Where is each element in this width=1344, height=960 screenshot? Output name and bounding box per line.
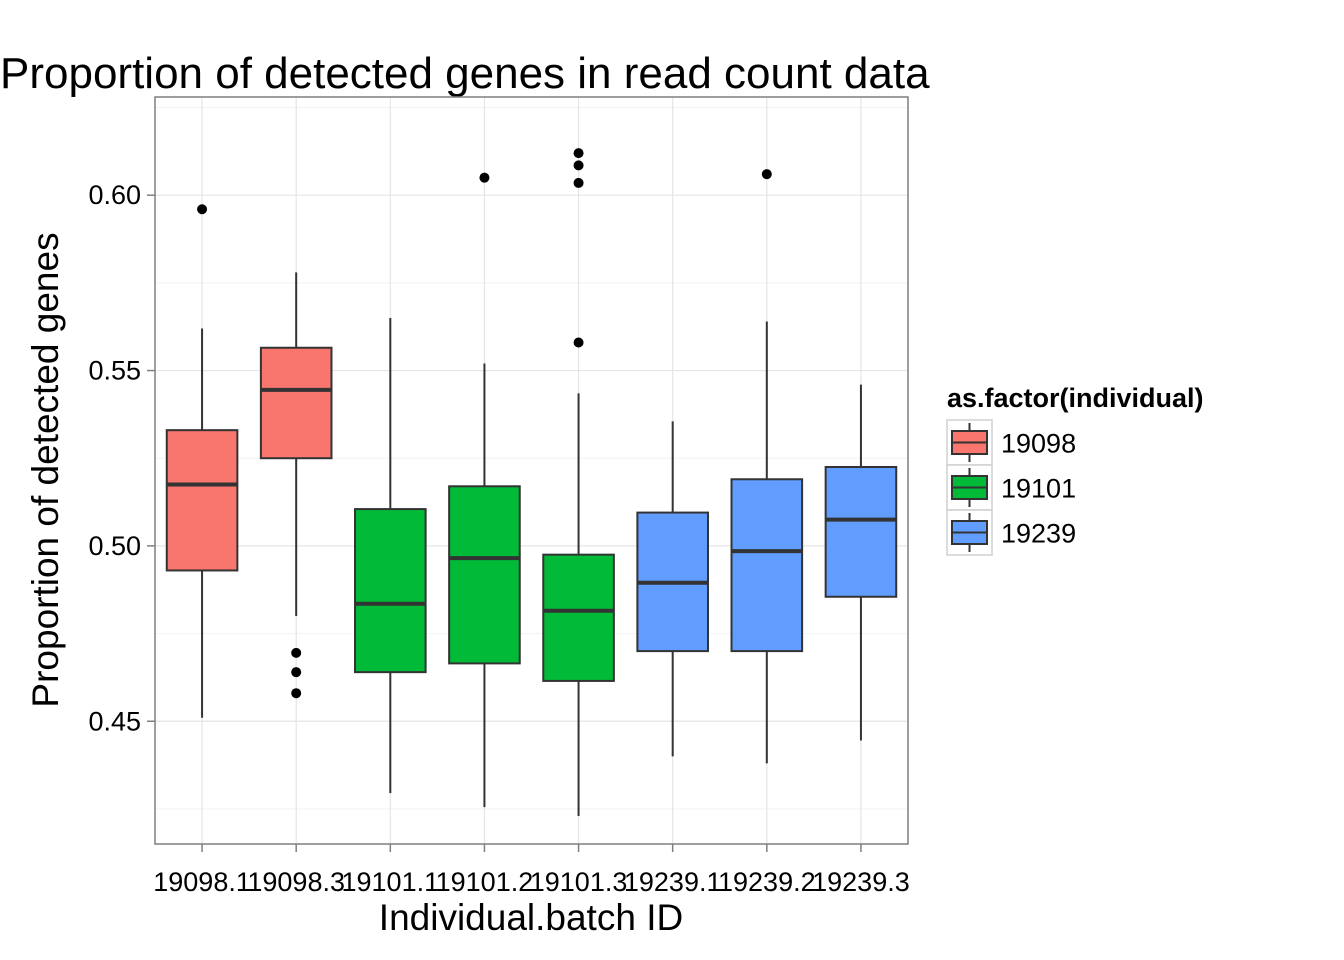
x-axis-title: Individual.batch ID (379, 897, 683, 938)
outlier-point (479, 172, 490, 183)
outlier-point (573, 337, 584, 348)
box-iqr (354, 508, 427, 674)
outlier-point (291, 688, 302, 699)
y-axis-title: Proportion of detected genes (25, 232, 66, 707)
plot-panel (154, 96, 909, 845)
legend-entry-19098: 19098 (946, 419, 1076, 466)
box-19239.2 (730, 169, 804, 764)
plot-border (154, 96, 909, 845)
box-iqr (542, 553, 615, 682)
outlier-point (573, 177, 584, 188)
legend-label: 19101 (1001, 474, 1076, 504)
box-19101.1 (354, 317, 427, 794)
box-19101.3 (542, 148, 615, 816)
box-iqr (824, 465, 898, 598)
y-tick-label: 0.55 (88, 356, 141, 386)
box-19239.3 (824, 384, 898, 741)
x-tick-label: 19101.1 (342, 867, 440, 897)
boxes-layer (165, 148, 898, 816)
outlier-point (573, 160, 584, 171)
legend: as.factor(individual) 19098 19101 19239 (946, 383, 1204, 556)
y-tick-label: 0.60 (88, 180, 141, 210)
x-tick-label: 19101.3 (530, 867, 628, 897)
y-tick-label: 0.50 (88, 531, 141, 561)
outlier-point (761, 169, 772, 180)
outlier-point (197, 204, 208, 215)
box-iqr (448, 485, 521, 665)
outlier-point (573, 148, 584, 159)
box-iqr (165, 429, 239, 572)
x-tick-label: 19101.2 (436, 867, 534, 897)
legend-label: 19239 (1001, 519, 1076, 549)
x-tick-label: 19098.1 (153, 867, 251, 897)
box-19101.2 (448, 172, 521, 808)
x-tick-label: 19239.1 (624, 867, 722, 897)
x-tick-label: 19239.2 (718, 867, 816, 897)
x-tick-label: 19239.3 (812, 867, 910, 897)
legend-entry-19239: 19239 (946, 509, 1076, 556)
x-axis: 19098.119098.319101.119101.219101.319239… (153, 844, 910, 897)
plot-background (155, 97, 908, 844)
box-19098.3 (259, 272, 333, 699)
box-19098.1 (165, 204, 239, 718)
box-19239.1 (636, 421, 709, 757)
x-tick-label: 19098.3 (247, 867, 345, 897)
y-axis: 0.45 0.50 0.55 0.60 (88, 180, 155, 736)
y-tick-label: 0.45 (88, 706, 141, 736)
legend-title: as.factor(individual) (947, 383, 1204, 413)
legend-label: 19098 (1001, 429, 1076, 459)
legend-entry-19101: 19101 (946, 464, 1076, 511)
chart-title: Proportion of detected genes in read cou… (0, 49, 930, 98)
outlier-point (291, 647, 302, 658)
legend-entries: 19098 19101 19239 (946, 419, 1076, 556)
box-iqr (730, 478, 804, 653)
box-iqr (259, 346, 333, 460)
outlier-point (291, 667, 302, 678)
